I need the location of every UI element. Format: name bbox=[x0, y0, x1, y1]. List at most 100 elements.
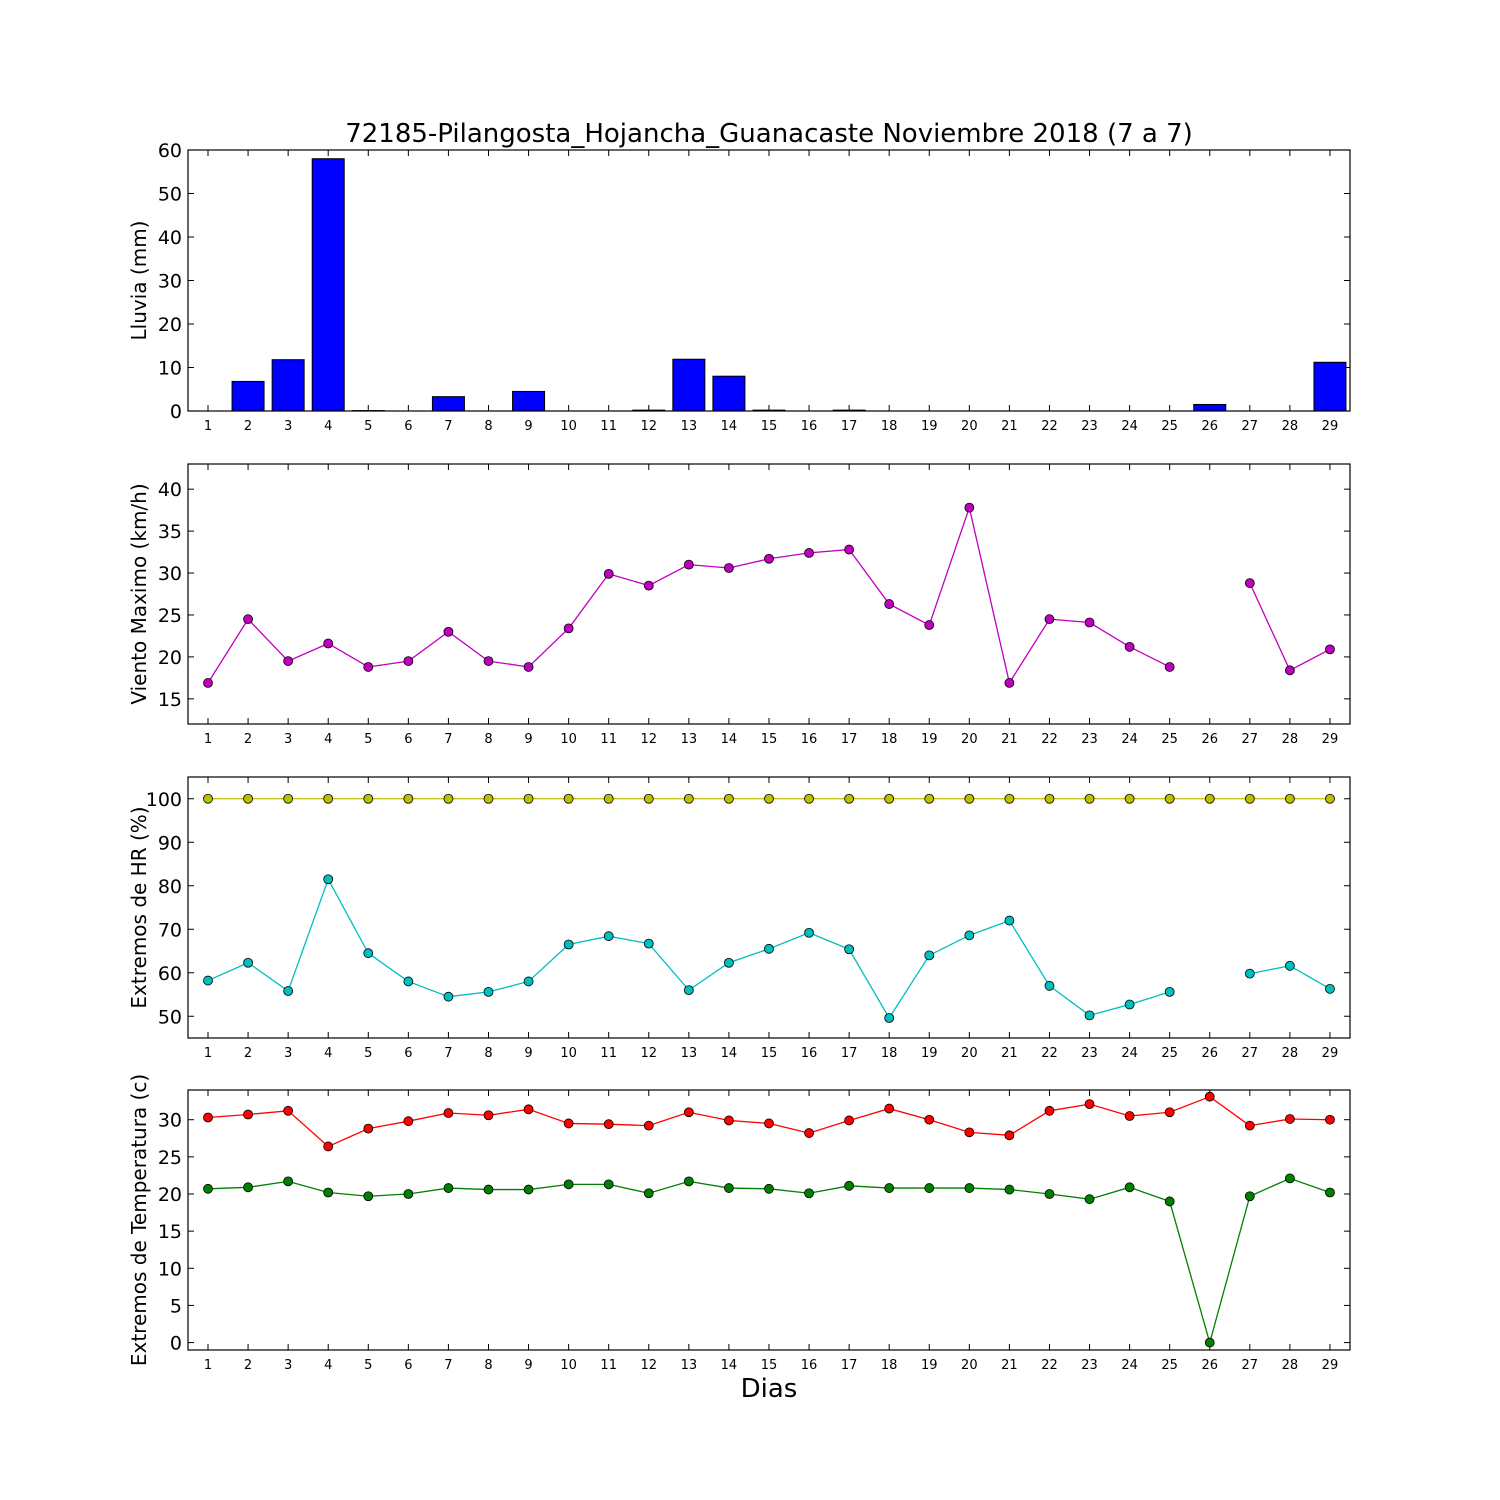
series-2-point-day-28 bbox=[1284, 960, 1295, 971]
series-2-point-day-20 bbox=[964, 930, 975, 941]
x-tick-label: 25 bbox=[1161, 1046, 1178, 1061]
series-1-point-day-23 bbox=[1084, 617, 1095, 628]
bar-day-7 bbox=[431, 396, 465, 412]
x-tick-label: 9 bbox=[524, 419, 532, 434]
bar-day-3 bbox=[271, 359, 305, 412]
x-tick-label: 10 bbox=[560, 1358, 577, 1373]
x-tick-label: 21 bbox=[1001, 1046, 1018, 1061]
x-tick-label: 6 bbox=[404, 1358, 412, 1373]
x-tick-label: 5 bbox=[364, 1358, 372, 1373]
x-tick-label: 15 bbox=[761, 419, 778, 434]
y-tick-label: 40 bbox=[158, 479, 182, 501]
x-tick-label: 23 bbox=[1081, 1046, 1098, 1061]
x-tick-label: 14 bbox=[721, 1046, 738, 1061]
series-1-point-day-11 bbox=[603, 568, 614, 579]
x-tick-label: 2 bbox=[244, 1046, 252, 1061]
x-tick-label: 17 bbox=[841, 419, 858, 434]
x-tick-label: 10 bbox=[560, 1046, 577, 1061]
series-2-point-day-23 bbox=[1084, 1194, 1095, 1205]
series-1-point-day-5 bbox=[363, 1123, 374, 1134]
series-1-point-day-3 bbox=[283, 793, 294, 804]
x-tick-label: 20 bbox=[961, 1046, 978, 1061]
series-1-point-day-23 bbox=[1084, 793, 1095, 804]
y-tick-label: 20 bbox=[158, 647, 182, 669]
x-tick-label: 21 bbox=[1001, 419, 1018, 434]
x-tick-label: 14 bbox=[721, 732, 738, 747]
x-tick-label: 6 bbox=[404, 732, 412, 747]
series-1-point-day-14 bbox=[724, 793, 734, 804]
x-tick-label: 23 bbox=[1081, 419, 1098, 434]
series-1-point-day-29 bbox=[1325, 1114, 1335, 1125]
x-tick-label: 10 bbox=[560, 732, 577, 747]
x-tick-label: 24 bbox=[1121, 1046, 1138, 1061]
series-1-point-day-14 bbox=[724, 1115, 734, 1126]
series-1-point-day-7 bbox=[443, 626, 454, 637]
series-1-point-day-12 bbox=[643, 580, 654, 591]
x-tick-label: 19 bbox=[921, 1358, 938, 1373]
x-tick-label: 5 bbox=[364, 732, 372, 747]
series-1-point-day-21 bbox=[1004, 678, 1015, 688]
x-tick-label: 18 bbox=[881, 1046, 898, 1061]
x-tick-label: 2 bbox=[244, 419, 252, 434]
x-tick-label: 12 bbox=[640, 419, 657, 434]
y-tick-label: 30 bbox=[158, 563, 182, 585]
x-tick-label: 29 bbox=[1322, 1046, 1339, 1061]
x-tick-label: 7 bbox=[444, 419, 452, 434]
series-2-point-day-7 bbox=[443, 1183, 454, 1193]
x-tick-label: 15 bbox=[761, 1358, 778, 1373]
x-tick-label: 27 bbox=[1242, 1046, 1259, 1061]
x-tick-label: 14 bbox=[721, 419, 738, 434]
series-1-point-day-4 bbox=[323, 638, 334, 649]
series-2-point-day-2 bbox=[243, 957, 253, 968]
series-2-point-day-24 bbox=[1124, 1182, 1135, 1193]
series-2-point-day-14 bbox=[724, 1183, 734, 1193]
series-1-point-day-5 bbox=[363, 793, 374, 804]
series-2-point-day-26 bbox=[1204, 1337, 1215, 1348]
series-1-point-day-17 bbox=[844, 793, 855, 804]
series-2-point-day-3 bbox=[283, 1176, 294, 1187]
x-tick-label: 7 bbox=[444, 1358, 452, 1373]
x-tick-label: 3 bbox=[284, 732, 292, 747]
series-2-point-day-19 bbox=[924, 1183, 935, 1193]
x-tick-label: 27 bbox=[1242, 419, 1259, 434]
series-2-point-day-21 bbox=[1004, 915, 1015, 926]
series-2-point-day-5 bbox=[363, 1191, 374, 1202]
series-1-point-day-24 bbox=[1124, 793, 1135, 804]
series-1-point-day-7 bbox=[443, 1108, 454, 1118]
series-2-point-day-29 bbox=[1325, 1187, 1335, 1198]
series-1-point-day-12 bbox=[643, 1120, 654, 1131]
y-tick-label: 60 bbox=[158, 140, 182, 162]
series-2-point-day-13 bbox=[683, 1176, 694, 1187]
series-1-point-day-10 bbox=[563, 623, 574, 634]
x-tick-label: 1 bbox=[204, 732, 212, 747]
series-1-point-day-8 bbox=[483, 793, 494, 804]
x-tick-label: 3 bbox=[284, 1358, 292, 1373]
x-tick-label: 18 bbox=[881, 732, 898, 747]
series-2-point-day-15 bbox=[764, 1183, 774, 1194]
series-2-point-day-17 bbox=[844, 1180, 855, 1191]
x-tick-label: 16 bbox=[801, 1046, 818, 1061]
series-1-point-day-28 bbox=[1284, 665, 1295, 676]
bar-day-29 bbox=[1313, 361, 1347, 412]
x-tick-label: 26 bbox=[1201, 732, 1218, 747]
x-tick-label: 11 bbox=[600, 1358, 617, 1373]
series-1-point-day-18 bbox=[884, 793, 895, 804]
x-tick-label: 20 bbox=[961, 732, 978, 747]
x-tick-label: 5 bbox=[364, 419, 372, 434]
x-tick-label: 1 bbox=[204, 1046, 212, 1061]
y-tick-label: 70 bbox=[158, 919, 182, 941]
series-2-point-day-29 bbox=[1325, 983, 1335, 994]
plot-frame bbox=[187, 1089, 1351, 1351]
series-2-point-day-18 bbox=[884, 1013, 895, 1023]
series-2-point-day-28 bbox=[1284, 1173, 1295, 1184]
x-tick-label: 21 bbox=[1001, 732, 1018, 747]
x-tick-label: 4 bbox=[324, 419, 332, 434]
series-1-point-day-8 bbox=[483, 1110, 494, 1121]
x-tick-label: 1 bbox=[204, 1358, 212, 1373]
x-tick-label: 6 bbox=[404, 1046, 412, 1061]
bar-day-2 bbox=[231, 380, 265, 412]
y-tick-label: 80 bbox=[158, 876, 182, 898]
y-tick-label: 30 bbox=[158, 1110, 182, 1132]
